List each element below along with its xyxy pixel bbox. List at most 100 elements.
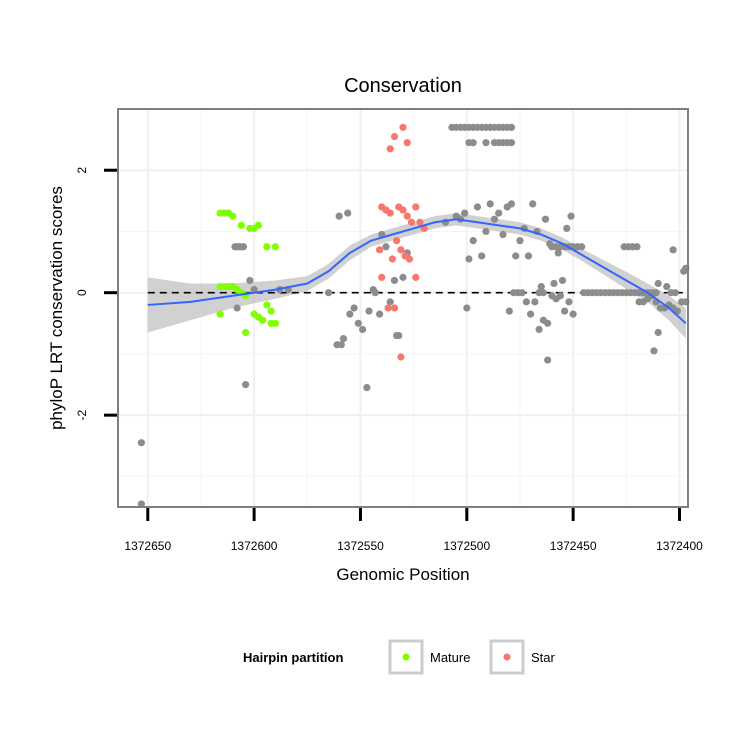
- data-point-star: [399, 206, 407, 214]
- data-point-other: [507, 200, 516, 208]
- data-point-other: [478, 252, 486, 260]
- data-point-other: [671, 289, 679, 297]
- y-tick-label: 0: [75, 289, 89, 296]
- data-point-other: [354, 319, 362, 327]
- data-point-other: [358, 325, 367, 334]
- data-point-mature: [271, 243, 279, 251]
- plot-border: [117, 108, 689, 508]
- data-point-other: [565, 298, 573, 306]
- legend-dot-star: [503, 653, 511, 661]
- y-tick-label: 2: [75, 167, 89, 174]
- data-point-other: [556, 292, 564, 300]
- data-point-mature: [229, 212, 237, 220]
- data-point-other: [569, 310, 577, 318]
- data-point-other: [554, 249, 562, 257]
- data-point-star: [386, 209, 394, 217]
- data-point-mature: [254, 221, 262, 229]
- data-point-other: [527, 310, 535, 318]
- data-point-other: [365, 307, 373, 315]
- data-point-other: [337, 341, 345, 349]
- data-point-other: [382, 243, 390, 251]
- data-point-mature: [237, 221, 245, 229]
- data-point-other: [376, 310, 384, 318]
- data-point-star: [416, 218, 424, 226]
- data-point-other: [650, 347, 658, 355]
- data-point-other: [558, 276, 567, 285]
- smooth-curve: [147, 218, 687, 325]
- y-tick-label: -2: [75, 409, 89, 420]
- data-point-other: [486, 200, 494, 208]
- data-point-star: [393, 237, 401, 245]
- data-point-other: [537, 282, 545, 291]
- data-point-other: [461, 209, 469, 217]
- data-point-other: [541, 215, 550, 223]
- data-point-other: [473, 203, 482, 211]
- data-point-mature: [242, 328, 250, 337]
- data-point-star: [384, 304, 392, 312]
- legend-label-star: Star: [531, 650, 556, 665]
- data-point-other: [371, 289, 379, 297]
- legend-dot-mature: [402, 653, 410, 661]
- legend-label-mature: Mature: [430, 650, 470, 665]
- data-point-mature: [267, 319, 275, 327]
- data-point-other: [346, 310, 354, 318]
- data-point-other: [363, 384, 371, 392]
- data-point-other: [339, 335, 348, 343]
- data-point-other: [335, 212, 343, 220]
- points-star: [376, 123, 428, 361]
- data-point-other: [529, 200, 537, 208]
- data-point-other: [567, 212, 575, 220]
- legend-item-mature: Mature: [388, 639, 470, 675]
- x-tick-label: 1372500: [443, 539, 490, 553]
- data-point-other: [633, 243, 641, 251]
- data-point-other: [578, 243, 586, 251]
- data-point-other: [482, 227, 490, 236]
- data-point-other: [233, 304, 241, 312]
- data-point-other: [242, 380, 250, 389]
- data-point-other: [561, 307, 569, 315]
- data-point-mature: [267, 307, 275, 315]
- data-point-other: [505, 307, 513, 315]
- legend-title: Hairpin partition: [243, 650, 343, 665]
- data-point-other: [137, 500, 145, 508]
- data-point-other: [499, 230, 507, 239]
- data-point-other: [544, 356, 552, 364]
- data-point-other: [654, 279, 662, 288]
- data-point-other: [395, 331, 403, 340]
- x-tick-label: 1372450: [550, 539, 597, 553]
- data-point-star: [390, 304, 399, 312]
- data-point-other: [663, 282, 671, 291]
- data-point-star: [412, 273, 420, 281]
- data-point-other: [324, 289, 333, 297]
- data-point-other: [390, 276, 399, 285]
- data-point-star: [388, 255, 396, 263]
- data-point-other: [535, 325, 543, 334]
- plot-panel: [117, 108, 690, 508]
- data-point-other: [469, 237, 477, 245]
- data-point-star: [376, 246, 384, 254]
- data-point-star: [397, 353, 405, 361]
- data-point-other: [531, 298, 539, 306]
- smooth-line: [147, 218, 687, 325]
- data-point-other: [507, 123, 516, 131]
- data-point-other: [539, 289, 547, 297]
- data-point-other: [654, 328, 662, 337]
- x-axis-label: Genomic Position: [336, 565, 469, 584]
- data-point-star: [386, 145, 394, 153]
- data-point-mature: [259, 316, 267, 324]
- data-point-star: [407, 218, 416, 226]
- legend: Hairpin partition Mature Star: [243, 639, 556, 675]
- data-point-other: [344, 209, 352, 217]
- data-point-other: [544, 319, 552, 327]
- data-point-other: [518, 289, 526, 297]
- data-point-other: [239, 243, 248, 251]
- data-point-other: [350, 304, 358, 312]
- data-point-other: [512, 252, 520, 260]
- data-point-other: [137, 439, 145, 447]
- data-point-other: [465, 255, 473, 263]
- chart-title: Conservation: [344, 75, 462, 97]
- data-point-other: [522, 298, 530, 306]
- data-point-other: [516, 237, 524, 245]
- y-axis: 2 0 -2: [75, 167, 117, 420]
- data-point-other: [490, 215, 499, 223]
